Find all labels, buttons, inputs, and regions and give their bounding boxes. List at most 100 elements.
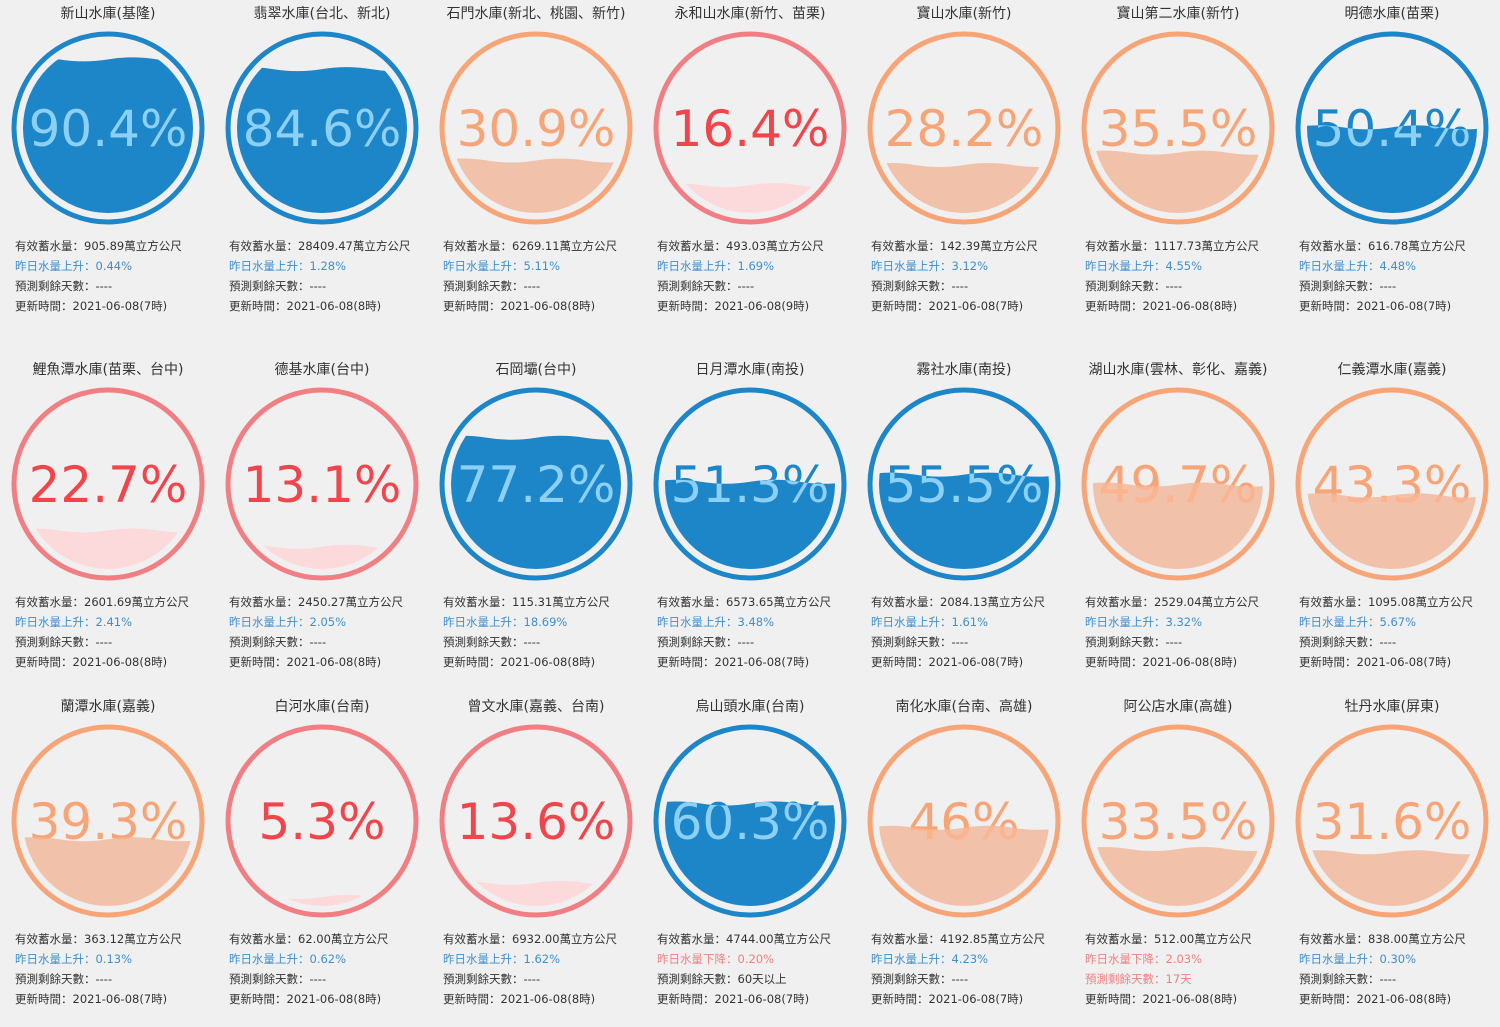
percent-label-submerged: 51.3% — [671, 456, 830, 514]
remaining-days: 預測剩餘天數：---- — [871, 279, 969, 293]
gauge-ring — [11, 387, 205, 581]
percent-label: 22.7% — [29, 456, 188, 514]
remaining-days: 預測剩餘天數：---- — [657, 279, 755, 293]
reservoir-name: 日月潭水庫(南投) — [695, 362, 805, 378]
update-time: 更新時間：2021-06-08(9時) — [657, 299, 810, 313]
storage-value: 有效蓄水量：363.12萬立方公尺 — [15, 932, 182, 946]
daily-change: 昨日水量上升：3.48% — [657, 615, 775, 629]
reservoir-name: 牡丹水庫(屏東) — [1344, 699, 1440, 715]
reservoir-card: 湖山水庫(雲林、彰化、嘉義) 49.7% 49.7% 有效蓄水量：2529.04萬立方… — [1071, 360, 1285, 672]
gauge-ring — [439, 31, 633, 225]
daily-change: 昨日水量上升：18.69% — [443, 615, 568, 629]
water-level-gauge: 31.6%31.6% — [1295, 724, 1489, 918]
gauge-ring — [1081, 387, 1275, 581]
reservoir-info: 有效蓄水量：2450.27萬立方公尺 昨日水量上升：2.05% 預測剩餘天數：---… — [229, 592, 429, 672]
percent-label-submerged: 77.2% — [457, 456, 616, 514]
remaining-days: 預測剩餘天數：---- — [1299, 972, 1397, 986]
percent-label: 13.6% — [457, 793, 616, 851]
daily-change: 昨日水量上升：5.67% — [1299, 615, 1417, 629]
reservoir-info: 有效蓄水量：838.00萬立方公尺 昨日水量上升：0.30% 預測剩餘天數：----… — [1299, 929, 1499, 1009]
update-time: 更新時間：2021-06-08(8時) — [443, 299, 596, 313]
percent-label: 90.4% — [29, 100, 188, 158]
water-fill — [237, 67, 407, 213]
update-time: 更新時間：2021-06-08(8時) — [15, 655, 168, 669]
percent-label-submerged: 46% — [908, 793, 1019, 851]
daily-change: 昨日水量上升：1.28% — [229, 259, 347, 273]
water-fill — [1307, 125, 1477, 213]
water-level-gauge: 55.5%55.5% — [867, 387, 1061, 581]
percent-label-submerged: 49.7% — [1099, 456, 1258, 514]
reservoir-card: 寶山第二水庫(新竹) 35.5% 35.5% 有效蓄水量：1117.73萬立方公尺 昨日… — [1071, 4, 1285, 316]
water-fill — [1307, 493, 1477, 569]
gauge-ring — [439, 387, 633, 581]
daily-change: 昨日水量上升：1.61% — [871, 615, 989, 629]
storage-value: 有效蓄水量：512.00萬立方公尺 — [1085, 932, 1252, 946]
reservoir-name: 白河水庫(台南) — [274, 699, 370, 715]
water-fill — [1093, 150, 1263, 213]
remaining-days: 預測剩餘天數：---- — [229, 972, 327, 986]
reservoir-name: 永和山水庫(新竹、苗栗) — [674, 6, 826, 22]
water-fill — [23, 528, 193, 569]
update-time: 更新時間：2021-06-08(8時) — [229, 299, 382, 313]
water-level-gauge: 77.2%77.2% — [439, 387, 633, 581]
storage-value: 有效蓄水量：905.89萬立方公尺 — [15, 239, 182, 253]
update-time: 更新時間：2021-06-08(7時) — [657, 992, 810, 1006]
gauge-ring — [867, 387, 1061, 581]
remaining-days: 預測剩餘天數：---- — [443, 279, 541, 293]
percent-label: 50.4% — [1313, 100, 1472, 158]
percent-label: 60.3% — [671, 793, 830, 851]
update-time: 更新時間：2021-06-08(7時) — [1299, 655, 1452, 669]
storage-value: 有效蓄水量：2450.27萬立方公尺 — [229, 595, 404, 609]
update-time: 更新時間：2021-06-08(7時) — [15, 992, 168, 1006]
water-level-gauge: 16.4%16.4% — [653, 31, 847, 225]
update-time: 更新時間：2021-06-08(8時) — [1085, 299, 1238, 313]
percent-label-submerged: 43.3% — [1313, 456, 1472, 514]
daily-change: 昨日水量上升：1.69% — [657, 259, 775, 273]
update-time: 更新時間：2021-06-08(7時) — [15, 299, 168, 313]
remaining-days: 預測剩餘天數：---- — [1299, 635, 1397, 649]
water-level-gauge: 39.3%39.3% — [11, 724, 205, 918]
reservoir-info: 有效蓄水量：28409.47萬立方公尺 昨日水量上升：1.28% 預測剩餘天數：--… — [229, 236, 429, 316]
water-level-gauge: 46%46% — [867, 724, 1061, 918]
reservoir-info: 有效蓄水量：616.78萬立方公尺 昨日水量上升：4.48% 預測剩餘天數：----… — [1299, 236, 1499, 316]
percent-label: 55.5% — [885, 456, 1044, 514]
percent-label: 51.3% — [671, 456, 830, 514]
remaining-days: 預測剩餘天數：17天 — [1085, 972, 1192, 986]
percent-label: 43.3% — [1313, 456, 1472, 514]
percent-label: 77.2% — [457, 456, 616, 514]
reservoir-name: 湖山水庫(雲林、彰化、嘉義) — [1088, 362, 1268, 378]
reservoir-name: 烏山頭水庫(台南) — [695, 699, 805, 715]
percent-label-submerged: 35.5% — [1099, 100, 1258, 158]
reservoir-name: 石門水庫(新北、桃園、新竹) — [446, 6, 626, 22]
remaining-days: 預測剩餘天數：---- — [1085, 279, 1183, 293]
gauge-ring — [1081, 31, 1275, 225]
remaining-days: 預測剩餘天數：---- — [15, 279, 113, 293]
reservoir-name: 霧社水庫(南投) — [916, 362, 1012, 378]
percent-label: 84.6% — [243, 100, 402, 158]
remaining-days: 預測剩餘天數：---- — [229, 279, 327, 293]
reservoir-card: 霧社水庫(南投) 55.5% 55.5% 有效蓄水量：2084.13萬立方公尺 昨日水量… — [857, 360, 1071, 672]
reservoir-card: 日月潭水庫(南投) 51.3% 51.3% 有效蓄水量：6573.65萬立方公尺 昨日水… — [643, 360, 857, 672]
storage-value: 有效蓄水量：1095.08萬立方公尺 — [1299, 595, 1474, 609]
water-level-gauge: 13.6%13.6% — [439, 724, 633, 918]
storage-value: 有效蓄水量：62.00萬立方公尺 — [229, 932, 389, 946]
reservoir-name: 寶山第二水庫(新竹) — [1116, 6, 1240, 22]
reservoir-name: 德基水庫(台中) — [274, 362, 370, 378]
gauge-ring — [653, 31, 847, 225]
reservoir-card: 石岡壩(台中) 77.2% 77.2% 有效蓄水量：115.31萬立方公尺 昨日水量上升… — [429, 360, 643, 672]
water-fill — [451, 435, 621, 569]
water-fill — [879, 472, 1049, 569]
water-fill — [451, 880, 621, 906]
water-level-gauge: 22.7%22.7% — [11, 387, 205, 581]
reservoir-card: 德基水庫(台中) 13.1% 13.1% 有效蓄水量：2450.27萬立方公尺 昨日水量… — [215, 360, 429, 672]
percent-label-submerged: 90.4% — [29, 100, 188, 158]
remaining-days: 預測剩餘天數：---- — [657, 635, 755, 649]
percent-label: 30.9% — [457, 100, 616, 158]
storage-value: 有效蓄水量：2529.04萬立方公尺 — [1085, 595, 1260, 609]
gauge-ring — [1295, 724, 1489, 918]
reservoir-info: 有效蓄水量：363.12萬立方公尺 昨日水量上升：0.13% 預測剩餘天數：----… — [15, 929, 215, 1009]
storage-value: 有效蓄水量：6932.00萬立方公尺 — [443, 932, 618, 946]
reservoir-name: 南化水庫(台南、高雄) — [895, 699, 1033, 715]
reservoir-card: 阿公店水庫(高雄) 33.5% 33.5% 有效蓄水量：512.00萬立方公尺 昨日水量… — [1071, 697, 1285, 1009]
reservoir-info: 有效蓄水量：2601.69萬立方公尺 昨日水量上升：2.41% 預測剩餘天數：---… — [15, 592, 215, 672]
